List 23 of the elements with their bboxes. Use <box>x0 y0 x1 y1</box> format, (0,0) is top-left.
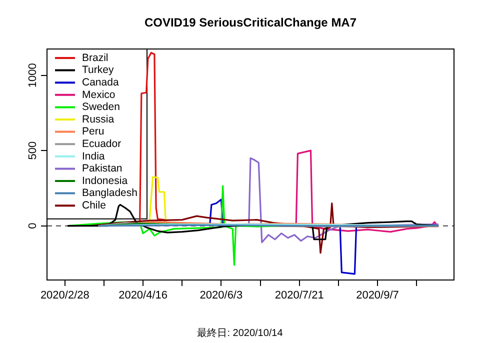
legend-label: Canada <box>82 76 119 88</box>
x-tick-label: 2020/6/3 <box>200 290 243 302</box>
legend-label: Ecuador <box>82 138 122 150</box>
legend-label: Brazil <box>82 52 108 64</box>
legend-label: Indonesia <box>82 174 128 187</box>
legend-label: Mexico <box>82 88 116 101</box>
legend-label: Pakistan <box>82 162 122 175</box>
chart-title: COVID19 SeriousCriticalChange MA7 <box>144 15 357 30</box>
legend-label: Russia <box>82 113 114 126</box>
legend-label: Sweden <box>82 101 120 114</box>
legend-label: Turkey <box>82 64 114 76</box>
y-tick-label: 0 <box>27 222 40 229</box>
legend-label: Chile <box>82 199 106 212</box>
text: 最終日: 2020/10/14 <box>197 326 284 339</box>
x-tick-label: 2020/7/21 <box>274 290 324 302</box>
y-tick-label: 500 <box>27 141 40 160</box>
legend-label: Bangladesh <box>82 187 138 200</box>
x-tick-label: 2020/9/7 <box>356 290 399 302</box>
x-tick-label: 2020/4/16 <box>118 290 168 302</box>
legend-label: India <box>82 150 105 162</box>
legend-label: Peru <box>82 126 104 138</box>
y-tick-label: 1000 <box>27 63 40 88</box>
x-tick-label: 2020/2/28 <box>40 290 90 302</box>
